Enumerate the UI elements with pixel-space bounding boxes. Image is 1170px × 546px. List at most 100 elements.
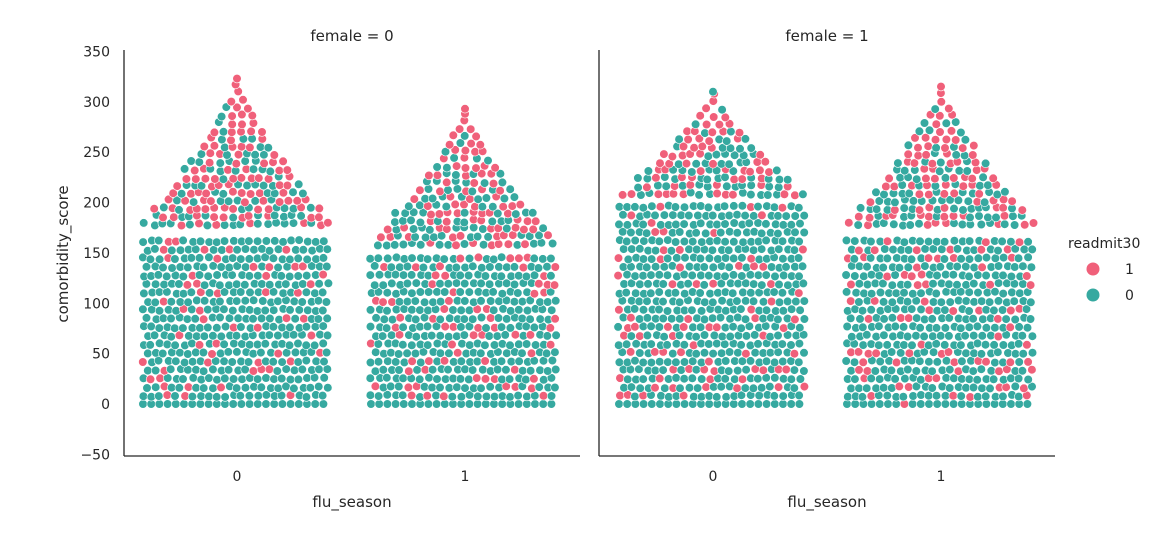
point-readmit-0 xyxy=(547,238,558,249)
point-readmit-0 xyxy=(741,365,751,375)
point-readmit-0 xyxy=(896,348,906,358)
point-readmit-0 xyxy=(534,230,544,240)
point-readmit-1 xyxy=(145,374,156,384)
point-readmit-0 xyxy=(903,245,914,255)
point-readmit-0 xyxy=(468,314,478,324)
point-readmit-0 xyxy=(691,159,701,169)
point-readmit-0 xyxy=(164,305,174,315)
point-readmit-0 xyxy=(694,190,704,200)
point-readmit-0 xyxy=(736,390,747,400)
point-readmit-1 xyxy=(994,366,1004,376)
point-readmit-0 xyxy=(1022,323,1033,333)
point-readmit-0 xyxy=(647,399,657,409)
y-tick-label: 0 xyxy=(101,397,110,413)
point-readmit-0 xyxy=(483,156,493,166)
point-readmit-1 xyxy=(378,297,388,307)
point-readmit-1 xyxy=(201,188,211,199)
point-readmit-0 xyxy=(202,220,212,230)
point-readmit-0 xyxy=(699,330,710,340)
point-readmit-0 xyxy=(390,240,400,250)
point-readmit-1 xyxy=(613,271,623,281)
point-readmit-0 xyxy=(472,356,482,367)
point-readmit-1 xyxy=(930,174,940,184)
point-readmit-0 xyxy=(260,339,270,349)
point-readmit-0 xyxy=(409,207,419,217)
point-readmit-0 xyxy=(634,314,645,324)
point-readmit-0 xyxy=(411,314,421,325)
point-readmit-1 xyxy=(259,158,269,168)
point-readmit-1 xyxy=(232,102,242,112)
point-readmit-0 xyxy=(932,399,942,409)
point-readmit-0 xyxy=(1010,349,1021,359)
point-readmit-0 xyxy=(997,236,1007,246)
point-readmit-0 xyxy=(220,392,230,402)
point-readmit-0 xyxy=(141,313,152,323)
point-readmit-0 xyxy=(893,158,903,168)
point-readmit-0 xyxy=(518,366,528,376)
point-readmit-1 xyxy=(659,245,669,255)
point-readmit-0 xyxy=(728,322,738,332)
point-readmit-1 xyxy=(615,373,625,383)
point-readmit-0 xyxy=(252,253,263,263)
point-readmit-0 xyxy=(1006,237,1016,247)
point-readmit-0 xyxy=(220,220,230,230)
point-readmit-0 xyxy=(629,304,640,314)
point-readmit-1 xyxy=(909,158,920,168)
point-readmit-0 xyxy=(178,271,188,282)
point-readmit-0 xyxy=(294,305,304,315)
point-readmit-0 xyxy=(260,305,270,316)
point-readmit-0 xyxy=(770,399,780,409)
point-readmit-1 xyxy=(946,126,957,136)
point-readmit-0 xyxy=(638,399,649,409)
point-readmit-1 xyxy=(613,253,624,263)
point-readmit-0 xyxy=(505,184,515,194)
point-readmit-0 xyxy=(891,288,901,298)
point-readmit-0 xyxy=(318,305,328,316)
point-readmit-1 xyxy=(440,322,450,332)
point-readmit-0 xyxy=(890,374,900,384)
point-readmit-0 xyxy=(932,270,942,281)
point-readmit-0 xyxy=(456,392,467,402)
point-readmit-1 xyxy=(237,142,247,152)
point-readmit-0 xyxy=(733,279,743,289)
point-readmit-1 xyxy=(486,313,496,323)
point-readmit-0 xyxy=(319,373,329,383)
point-readmit-0 xyxy=(252,339,263,350)
point-readmit-0 xyxy=(898,392,908,402)
point-readmit-1 xyxy=(704,136,714,146)
point-readmit-1 xyxy=(227,127,237,137)
point-readmit-1 xyxy=(737,174,747,184)
point-readmit-0 xyxy=(259,181,269,191)
point-readmit-0 xyxy=(932,357,942,367)
point-readmit-0 xyxy=(240,331,250,342)
panel-female-1: female = 1 0 1 flu_season xyxy=(598,27,1055,512)
point-readmit-0 xyxy=(662,270,673,280)
point-readmit-0 xyxy=(919,314,930,325)
point-readmit-0 xyxy=(457,339,467,349)
x-tick-label: 0 xyxy=(709,469,718,485)
point-readmit-0 xyxy=(432,399,442,409)
point-readmit-0 xyxy=(658,313,668,324)
point-readmit-1 xyxy=(920,297,930,307)
point-readmit-0 xyxy=(155,254,165,264)
point-readmit-0 xyxy=(961,296,971,306)
point-readmit-0 xyxy=(322,330,333,341)
point-readmit-0 xyxy=(724,347,735,357)
point-readmit-0 xyxy=(216,331,226,342)
point-readmit-0 xyxy=(964,374,974,384)
point-readmit-0 xyxy=(410,296,420,306)
point-readmit-0 xyxy=(746,143,756,153)
point-readmit-1 xyxy=(264,204,274,214)
point-readmit-0 xyxy=(452,382,462,392)
point-readmit-0 xyxy=(758,297,769,307)
point-readmit-1 xyxy=(439,356,450,366)
point-readmit-0 xyxy=(957,219,968,230)
point-readmit-0 xyxy=(858,340,868,350)
point-readmit-0 xyxy=(276,271,286,281)
point-readmit-0 xyxy=(623,254,633,264)
point-readmit-0 xyxy=(850,399,860,409)
point-readmit-0 xyxy=(786,201,797,211)
point-readmit-0 xyxy=(871,204,882,214)
point-readmit-0 xyxy=(1006,271,1017,282)
point-readmit-0 xyxy=(407,340,417,350)
